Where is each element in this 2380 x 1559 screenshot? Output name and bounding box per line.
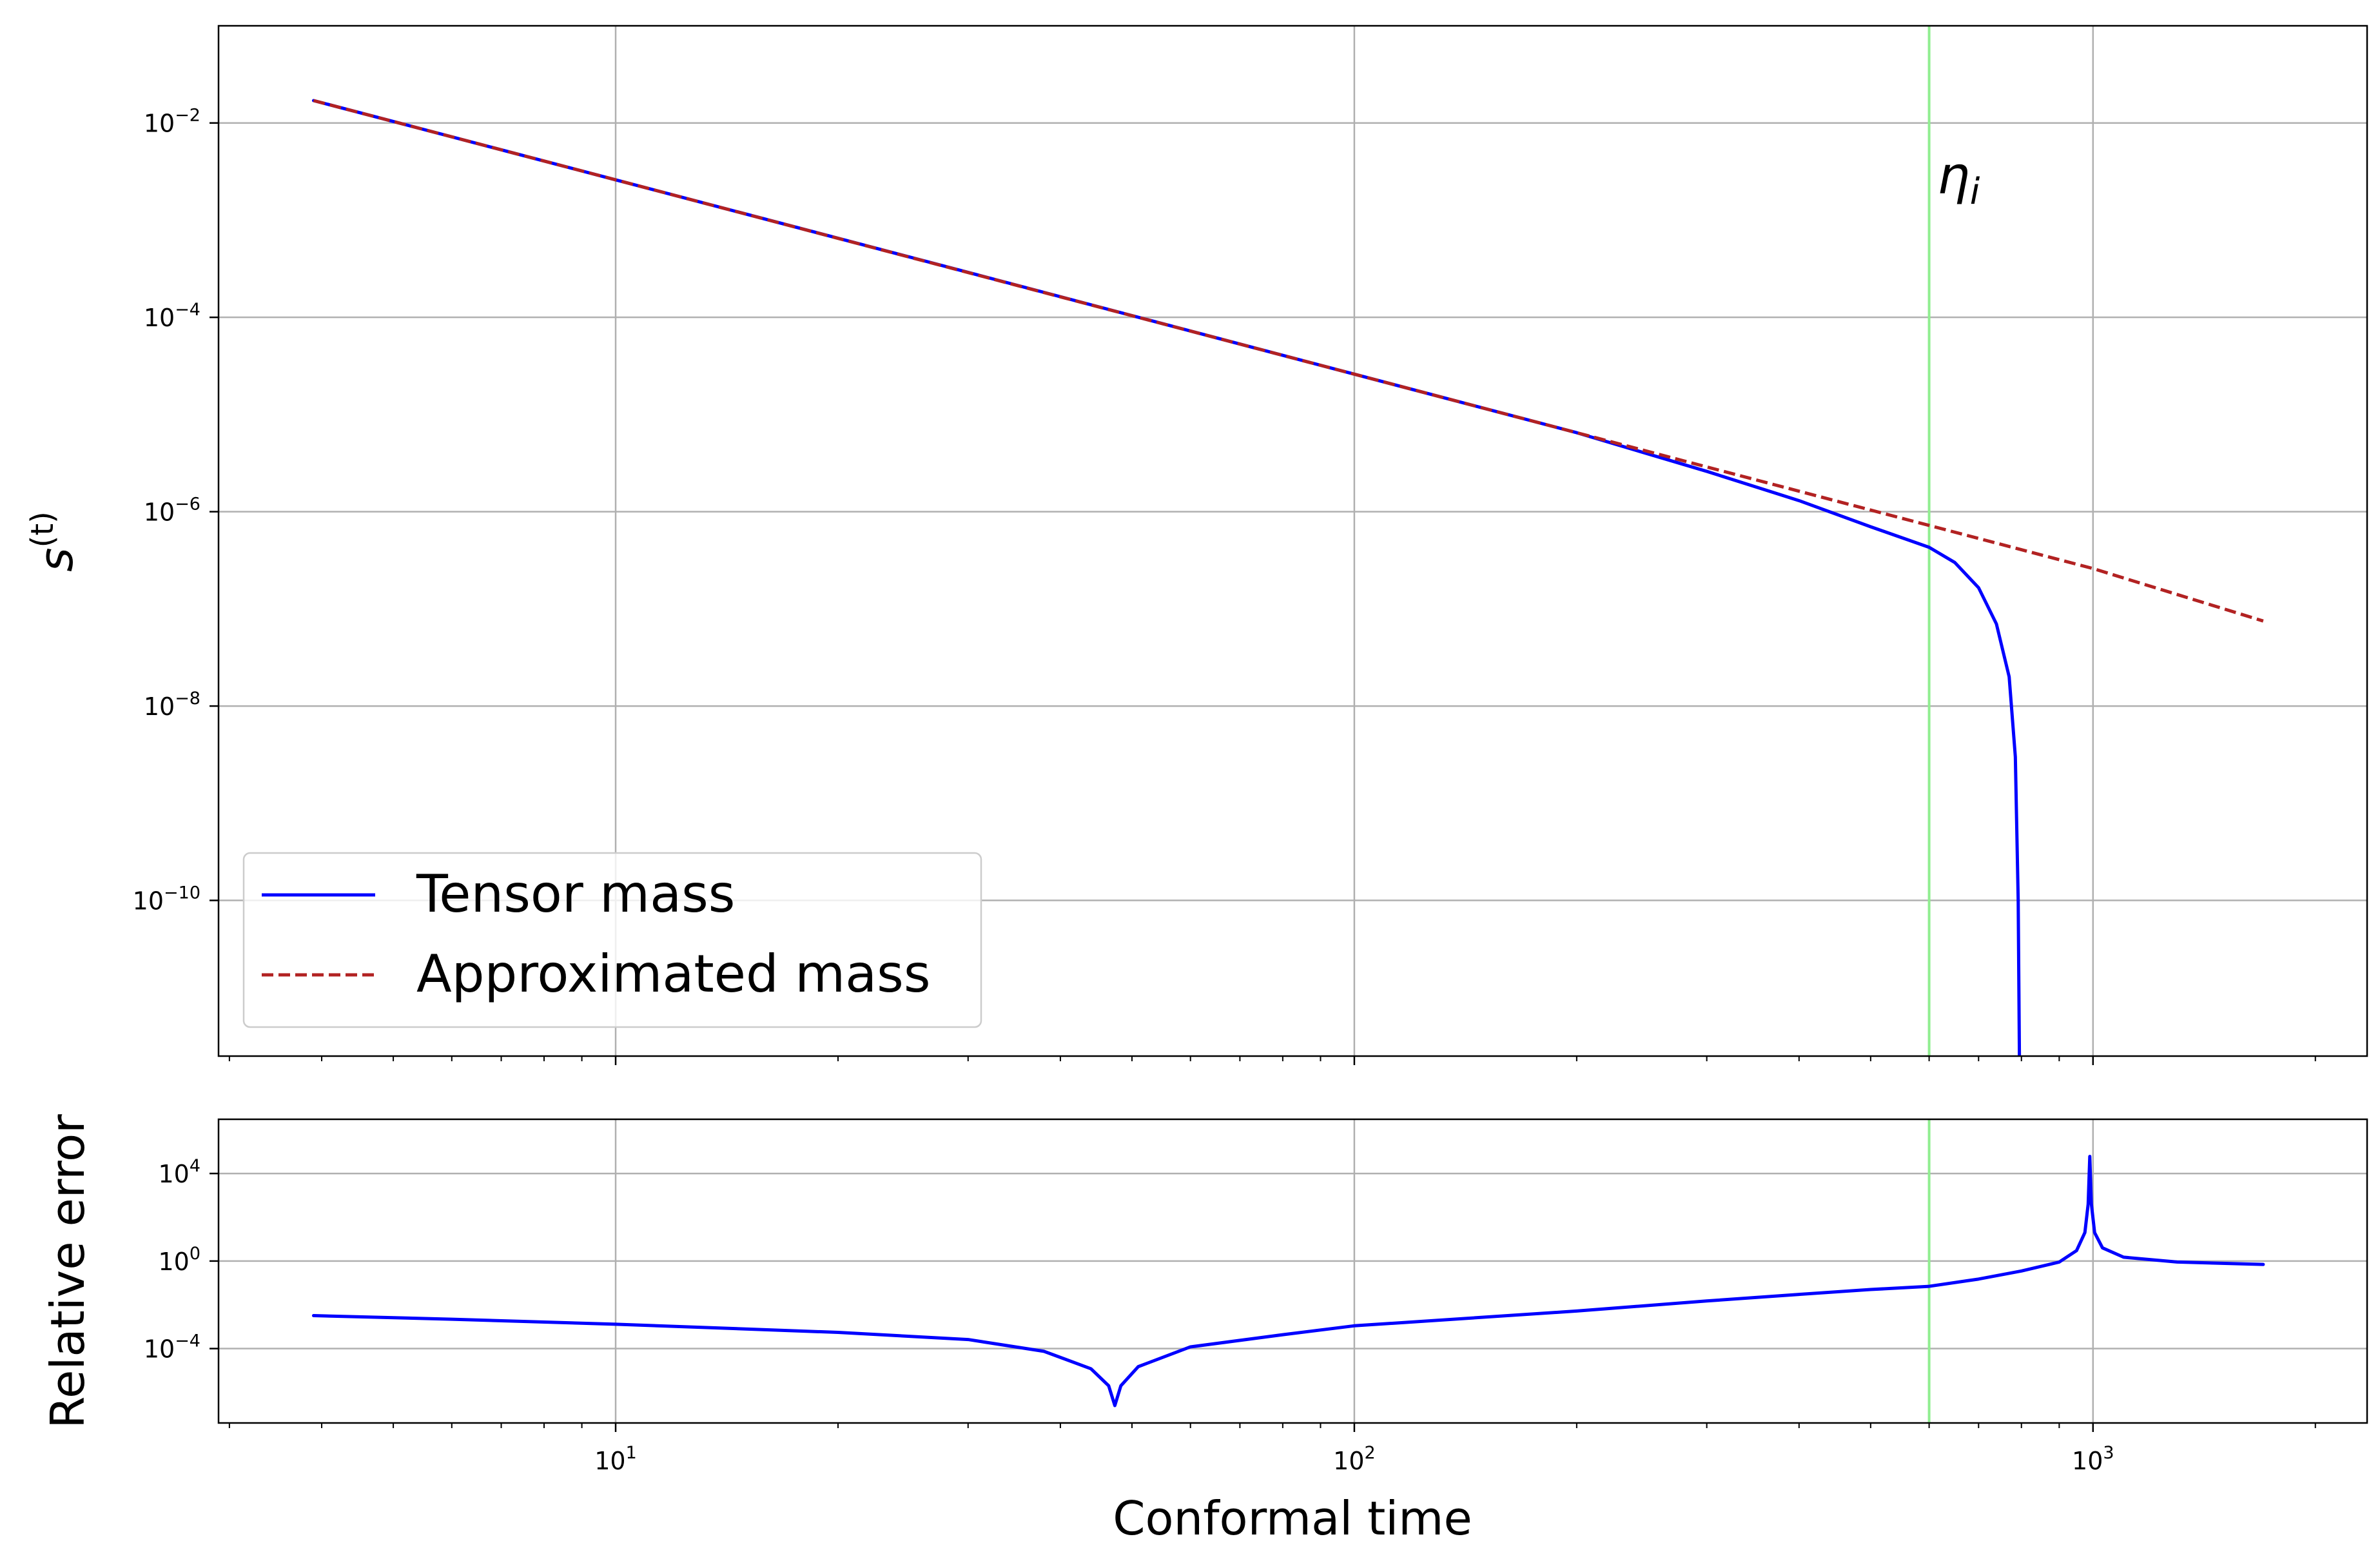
- legend-label-tensor-mass: Tensor mass: [416, 864, 735, 924]
- top-y-tick-label: 10−2: [144, 106, 200, 138]
- top-plot-frame: [217, 25, 2368, 1057]
- bottom-ticks: 101 102 103 104 100 10−4: [144, 1156, 2316, 1475]
- bottom-plot-frame: [217, 1118, 2368, 1424]
- bottom-plot-area: [219, 1119, 2367, 1423]
- top-y-tick-label: 10−6: [144, 495, 200, 527]
- top-panel: 10−2 10−4 10−6 10−8 10−10 s(t) ηi Tensor mas…: [24, 25, 2368, 1065]
- x-axis-label: Conformal time: [1113, 1491, 1472, 1545]
- bottom-x-tick-label: 103: [2072, 1443, 2114, 1475]
- bottom-y-tick-label: 104: [158, 1156, 200, 1188]
- top-y-axis-label: s(t): [24, 511, 83, 572]
- bottom-x-tick-label: 101: [594, 1443, 637, 1475]
- bottom-y-tick-label: 100: [158, 1244, 200, 1276]
- bottom-x-tick-label: 102: [1333, 1443, 1376, 1475]
- bottom-y-tick-label: 10−4: [144, 1331, 200, 1364]
- top-y-tick-label: 10−8: [144, 689, 200, 721]
- legend: Tensor mass Approximated mass: [242, 852, 982, 1028]
- eta-i-annotation: ηi: [1937, 146, 1980, 213]
- legend-label-approximated-mass: Approximated mass: [416, 944, 931, 1004]
- top-y-tick-label: 10−10: [133, 883, 200, 916]
- bottom-y-axis-label: Relative error: [41, 1114, 95, 1429]
- top-ticks: 10−2 10−4 10−6 10−8 10−10: [133, 106, 2316, 1065]
- series-line-relative-error: [311, 1155, 2265, 1407]
- bottom-panel: 101 102 103 104 100 10−4 Relative error Confo…: [41, 1114, 2368, 1545]
- top-series: [311, 99, 2264, 1056]
- series-line-approximated-mass: [313, 99, 2264, 623]
- legend-box: [242, 852, 982, 1028]
- top-y-tick-label: 10−4: [144, 300, 200, 332]
- bottom-grid: [219, 1119, 2367, 1423]
- bottom-series: [311, 1155, 2265, 1407]
